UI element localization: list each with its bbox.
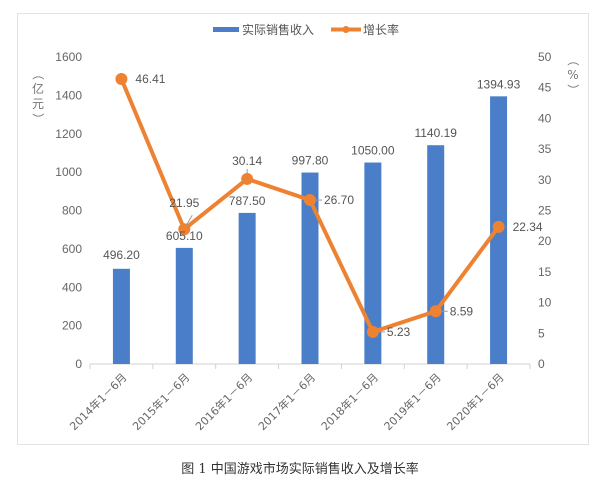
bar-value-label: 1050.00: [351, 144, 395, 158]
x-tick-label: 2016年1－6月: [192, 370, 255, 433]
figure-caption: 图 1 中国游戏市场实际销售收入及增长率: [181, 462, 419, 477]
growth-marker: [115, 73, 128, 86]
line-value-label: 26.70: [324, 193, 354, 207]
y2-tick-label: 40: [538, 111, 552, 125]
line-value-label: 30.14: [232, 154, 262, 168]
bar: [301, 172, 319, 364]
y-tick-label: 1600: [55, 50, 82, 64]
growth-marker: [304, 194, 316, 207]
line-value-label: 8.59: [450, 304, 474, 318]
y2-tick-label: 20: [538, 234, 552, 248]
bar: [427, 145, 445, 364]
y2-tick-label: 5: [538, 326, 545, 340]
growth-marker: [492, 220, 505, 233]
bar-value-label: 787.50: [229, 194, 266, 208]
y2-tick-label: 0: [538, 357, 545, 371]
y-tick-label: 400: [62, 280, 82, 294]
bar: [175, 247, 193, 364]
legend-label: 实际销售收入: [242, 22, 314, 37]
y-axis-title: 亿: [32, 81, 44, 96]
growth-marker: [366, 325, 379, 338]
legend-label: 增长率: [363, 22, 399, 37]
y-tick-label: 1200: [55, 127, 82, 141]
x-tick-label: 2017年1－6月: [255, 370, 318, 433]
y2-tick-label: 30: [538, 173, 552, 187]
y-tick-label: 1400: [55, 88, 82, 102]
x-tick-label: 2019年1－6月: [381, 370, 444, 433]
bar-value-label: 605.10: [166, 229, 203, 243]
line-value-label: 21.95: [169, 196, 199, 210]
growth-marker: [429, 305, 442, 318]
line-value-label: 46.41: [135, 72, 165, 86]
x-tick-label: 2020年1－6月: [444, 370, 507, 433]
y2-axis-title: %: [567, 68, 578, 82]
y-tick-label: 0: [75, 357, 82, 371]
y2-tick-label: 50: [538, 50, 552, 64]
bar-value-label: 1140.19: [414, 126, 457, 140]
growth-marker: [241, 172, 254, 185]
y2-axis-title: ）: [566, 84, 580, 96]
line-value-label: 22.34: [513, 220, 543, 234]
bar-value-label: 496.20: [103, 248, 140, 262]
y2-tick-label: 10: [538, 296, 552, 310]
bar: [364, 162, 382, 364]
legend-swatch-bar: [213, 27, 239, 32]
y2-tick-label: 15: [538, 265, 552, 279]
legend-swatch-marker: [342, 26, 350, 33]
y2-tick-label: 45: [538, 81, 552, 95]
y2-tick-label: 35: [538, 142, 552, 156]
y-axis-title: （: [31, 68, 45, 80]
bar: [238, 212, 256, 364]
x-tick-label: 2014年1－6月: [67, 370, 130, 433]
bar-value-label: 1394.93: [477, 77, 521, 91]
y-tick-label: 200: [62, 319, 82, 333]
x-tick-label: 2015年1－6月: [129, 370, 192, 433]
x-tick-label: 2018年1－6月: [318, 370, 381, 433]
y-axis-title: ）: [31, 113, 45, 125]
y-tick-label: 600: [62, 242, 82, 256]
y-axis-title: 元: [32, 97, 44, 111]
y-tick-label: 800: [62, 204, 82, 218]
y2-axis-title: （: [566, 54, 580, 66]
y2-tick-label: 25: [538, 204, 552, 218]
bar: [112, 268, 130, 364]
y-tick-label: 1000: [55, 165, 82, 179]
growth-marker: [178, 223, 191, 236]
line-value-label: 5.23: [387, 325, 411, 339]
label-leader: [185, 214, 193, 226]
bar-value-label: 997.80: [292, 154, 329, 168]
